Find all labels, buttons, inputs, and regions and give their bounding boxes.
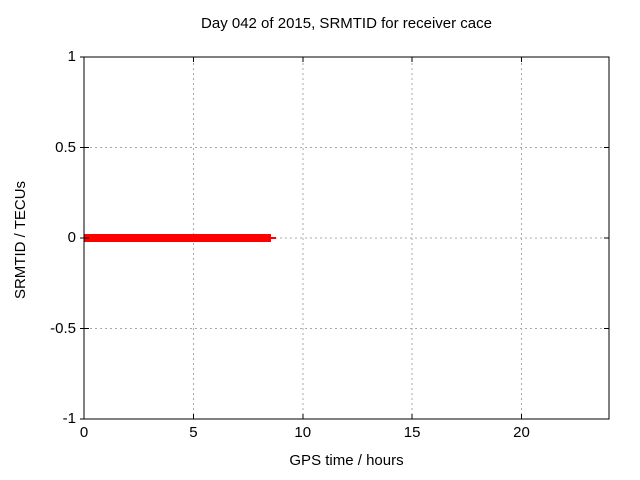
y-tick-label: 0	[67, 229, 76, 246]
x-tick-label: 5	[189, 424, 198, 441]
x-tick-label: 20	[513, 424, 530, 441]
y-tick-label: -0.5	[50, 319, 76, 337]
y-tick-label: 1	[67, 48, 76, 65]
y-tick-label: 0.5	[55, 138, 76, 156]
x-tick-label: 0	[79, 424, 89, 441]
grid-lines	[85, 58, 608, 418]
x-axis-label: GPS time / hours	[289, 452, 404, 469]
tick-marks	[80, 56, 609, 420]
x-tick-label: 15	[403, 424, 421, 441]
chart-title: Day 042 of 2015, SRMTID for receiver cac…	[201, 15, 492, 32]
x-tick-label: 10	[294, 424, 312, 441]
y-tick-label: -1	[62, 410, 76, 427]
